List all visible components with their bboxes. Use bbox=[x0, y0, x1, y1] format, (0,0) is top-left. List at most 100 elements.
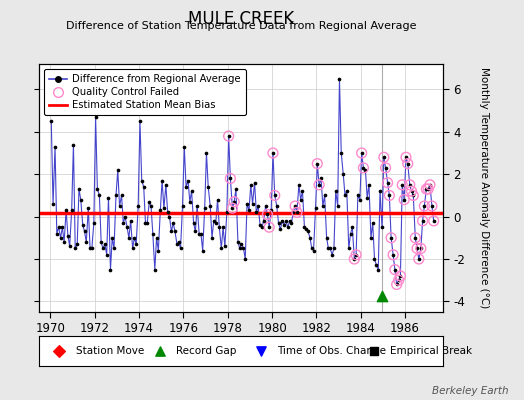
Point bbox=[409, 192, 418, 199]
Point bbox=[202, 150, 211, 156]
Point bbox=[315, 182, 323, 188]
Point bbox=[99, 245, 107, 252]
Point bbox=[293, 209, 301, 216]
Point bbox=[370, 256, 379, 262]
Point bbox=[333, 203, 342, 209]
Text: Difference of Station Temperature Data from Regional Average: Difference of Station Temperature Data f… bbox=[66, 21, 416, 31]
Point bbox=[385, 192, 394, 199]
Point bbox=[182, 184, 190, 190]
Point bbox=[420, 203, 429, 209]
Point bbox=[414, 256, 423, 262]
Point bbox=[413, 245, 421, 252]
Point bbox=[49, 201, 57, 207]
Point bbox=[103, 252, 111, 258]
Point bbox=[413, 245, 421, 252]
Point bbox=[247, 182, 255, 188]
Point bbox=[374, 266, 383, 273]
Point bbox=[136, 118, 144, 124]
Point bbox=[275, 220, 283, 226]
Point bbox=[115, 203, 124, 209]
Point bbox=[294, 182, 303, 188]
Point bbox=[160, 205, 168, 211]
Point bbox=[322, 235, 331, 241]
Point bbox=[392, 281, 401, 288]
Point bbox=[341, 192, 349, 199]
Point bbox=[88, 245, 96, 252]
Point bbox=[128, 245, 137, 252]
Point bbox=[154, 247, 162, 254]
Point bbox=[387, 235, 395, 241]
Point bbox=[286, 218, 294, 224]
Point bbox=[291, 203, 299, 209]
Point bbox=[263, 211, 271, 218]
Point bbox=[54, 224, 63, 230]
Point bbox=[64, 232, 72, 239]
Point bbox=[407, 188, 416, 194]
Point bbox=[430, 218, 438, 224]
Point bbox=[261, 203, 270, 209]
Point bbox=[149, 230, 157, 237]
Point bbox=[226, 175, 235, 182]
Point bbox=[343, 188, 351, 194]
Point bbox=[178, 203, 187, 209]
Point bbox=[196, 230, 205, 237]
Point bbox=[58, 224, 67, 230]
Point bbox=[373, 262, 381, 268]
Point bbox=[141, 220, 150, 226]
Point bbox=[169, 220, 178, 226]
Text: Station Move: Station Move bbox=[75, 346, 144, 356]
Point bbox=[193, 203, 201, 209]
Point bbox=[418, 218, 427, 224]
Text: Berkeley Earth: Berkeley Earth bbox=[432, 386, 508, 396]
Point bbox=[291, 203, 299, 209]
Point bbox=[365, 182, 373, 188]
Point bbox=[239, 245, 248, 252]
Point bbox=[75, 186, 83, 192]
Point bbox=[110, 245, 118, 252]
Point bbox=[313, 160, 322, 167]
Point bbox=[234, 239, 242, 245]
Point bbox=[215, 224, 224, 230]
Point bbox=[357, 150, 366, 156]
Point bbox=[385, 192, 394, 199]
Point bbox=[210, 218, 218, 224]
Point bbox=[267, 207, 276, 214]
Point bbox=[162, 182, 170, 188]
Point bbox=[121, 214, 129, 220]
Point bbox=[418, 218, 427, 224]
Point bbox=[84, 205, 93, 211]
Point bbox=[256, 222, 264, 228]
Point bbox=[335, 76, 344, 82]
Y-axis label: Monthly Temperature Anomaly Difference (°C): Monthly Temperature Anomaly Difference (… bbox=[479, 67, 489, 309]
Point bbox=[201, 205, 209, 211]
Point bbox=[57, 235, 65, 241]
Point bbox=[195, 230, 203, 237]
Point bbox=[265, 224, 274, 230]
Point bbox=[252, 209, 260, 216]
Point bbox=[309, 247, 318, 254]
Point bbox=[430, 218, 438, 224]
Point bbox=[171, 228, 179, 235]
Point bbox=[265, 224, 274, 230]
Point bbox=[188, 188, 196, 194]
Point bbox=[258, 224, 266, 230]
Point bbox=[174, 239, 183, 245]
Point bbox=[117, 192, 126, 199]
Point bbox=[350, 256, 358, 262]
Point bbox=[199, 247, 207, 254]
Point bbox=[137, 177, 146, 184]
Point bbox=[311, 205, 320, 211]
Point bbox=[378, 224, 386, 230]
Point bbox=[281, 218, 290, 224]
Point bbox=[91, 114, 100, 120]
Point bbox=[243, 201, 251, 207]
Point bbox=[407, 188, 416, 194]
Point bbox=[204, 184, 212, 190]
Point bbox=[381, 165, 390, 171]
Point bbox=[389, 252, 397, 258]
Point bbox=[315, 182, 323, 188]
Point bbox=[112, 192, 120, 199]
Point bbox=[143, 220, 151, 226]
Point bbox=[425, 182, 434, 188]
Point bbox=[424, 186, 432, 192]
